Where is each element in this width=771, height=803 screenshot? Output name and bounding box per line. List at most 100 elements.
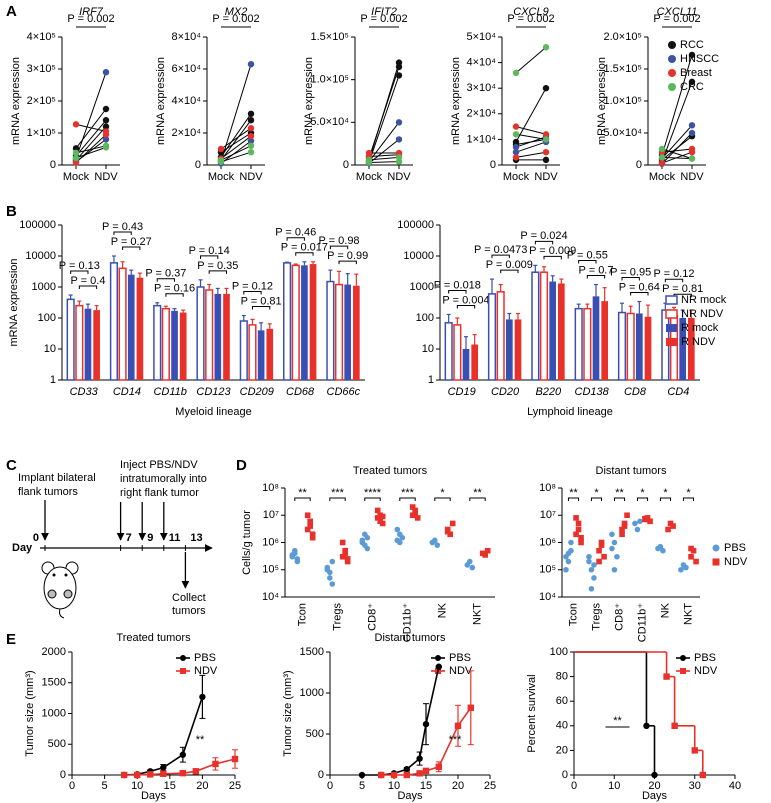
marker (192, 768, 200, 775)
bar (453, 324, 462, 381)
y-tick-label: 0 (195, 159, 201, 171)
pair-line (75, 126, 107, 161)
marker (72, 121, 80, 128)
x-axis-label: Days (642, 790, 668, 802)
marker (578, 534, 584, 541)
panel-label: D (236, 457, 247, 474)
x-tick-label: NDV (239, 171, 263, 183)
p-bracket (122, 246, 141, 250)
legend-label: PBS (724, 542, 746, 554)
bar (601, 301, 608, 380)
y-tick-label: 0 (636, 159, 642, 171)
marker (586, 553, 592, 560)
p-value: P = 0.55 (567, 249, 608, 261)
y-tick-label: 100 (416, 312, 434, 324)
p-bracket (78, 285, 98, 290)
p-bracket (456, 304, 476, 309)
y-tick-label: 60 (556, 695, 568, 707)
marker (364, 545, 371, 552)
legend-label: NDV (449, 665, 473, 677)
x-tick-label: CD123 (196, 386, 231, 398)
panel-label: A (6, 3, 17, 20)
bar (205, 289, 214, 381)
sig-bracket (294, 497, 311, 501)
pair-line (515, 133, 547, 140)
marker (422, 767, 430, 775)
y-tick-label: 10⁸ (539, 482, 556, 494)
p-bracket (586, 275, 606, 279)
y-tick-label: 100000 (397, 219, 434, 231)
y-tick-label: 0 (562, 769, 568, 781)
marker (102, 136, 110, 143)
marker (327, 575, 333, 581)
chart-title: CXCL11 (657, 6, 698, 18)
marker (374, 507, 381, 514)
significance: * (640, 487, 645, 499)
p-value: P = 0.004 (442, 294, 489, 306)
bar (636, 313, 643, 380)
bar (93, 310, 100, 380)
bar (291, 264, 300, 381)
p-bracket (543, 255, 562, 260)
bar (444, 322, 453, 381)
y-axis-label: Percent survival (526, 674, 538, 752)
p-value: P = 0.002 (360, 13, 407, 25)
pair-line (515, 87, 547, 143)
diagram-text: Implant bilateral (18, 472, 96, 484)
bar (506, 319, 513, 380)
legend-label: R mock (681, 322, 719, 334)
marker (688, 51, 696, 59)
p-bracket (578, 260, 597, 264)
p-bracket (295, 252, 314, 256)
x-tick-label: Tcon (567, 603, 579, 626)
timeline-diagram: Implant bilateral flank tumors Inject PB… (12, 459, 213, 619)
y-axis-label: mRNA expression (596, 57, 608, 145)
marker (578, 539, 584, 546)
marker (668, 55, 676, 63)
y-tick-label: 80 (556, 671, 568, 683)
marker (435, 655, 441, 661)
p-value: P = 0.0473 (474, 244, 527, 256)
marker (160, 770, 167, 777)
chart-title: MX2 (225, 6, 248, 18)
p-value: P = 0.024 (520, 230, 567, 242)
diagram-text: right flank tumor (120, 487, 199, 499)
sig-bracket (329, 497, 346, 501)
y-tick-label: 1 (428, 374, 434, 386)
significance: ** (615, 487, 624, 499)
marker (542, 156, 550, 164)
marker (403, 766, 410, 773)
marker (588, 566, 595, 573)
chart-title: IRF7 (79, 6, 104, 18)
marker (339, 539, 346, 546)
x-tick-label: CD138 (575, 386, 610, 398)
marker (665, 526, 671, 533)
y-tick-label: 1.0×10⁵ (310, 74, 349, 86)
p-bracket (70, 270, 89, 275)
x-tick-label: 5 (102, 780, 108, 792)
marker (339, 553, 346, 560)
pair-line (368, 154, 400, 157)
p-bracket (286, 237, 305, 241)
pair-line (661, 148, 693, 153)
annotation: ** (613, 715, 622, 727)
p-value: P = 0.81 (662, 283, 703, 295)
pair-line (515, 151, 547, 158)
bar (214, 293, 222, 380)
marker (247, 110, 255, 118)
p-bracket (200, 255, 219, 259)
bar (283, 262, 292, 381)
x-tick-label: 10 (608, 780, 620, 792)
y-tick-label: 10 (44, 343, 56, 355)
marker (609, 545, 615, 552)
pair-line (661, 156, 693, 160)
marker (601, 553, 607, 560)
y-tick-label: 0 (490, 159, 496, 171)
marker (542, 44, 550, 51)
p-value: P = 0.002 (212, 13, 259, 25)
y-tick-label: 3×10⁴ (466, 82, 496, 94)
bar (109, 262, 119, 381)
marker (102, 117, 110, 124)
p-value: P = 0.16 (154, 283, 195, 295)
marker (691, 747, 698, 754)
